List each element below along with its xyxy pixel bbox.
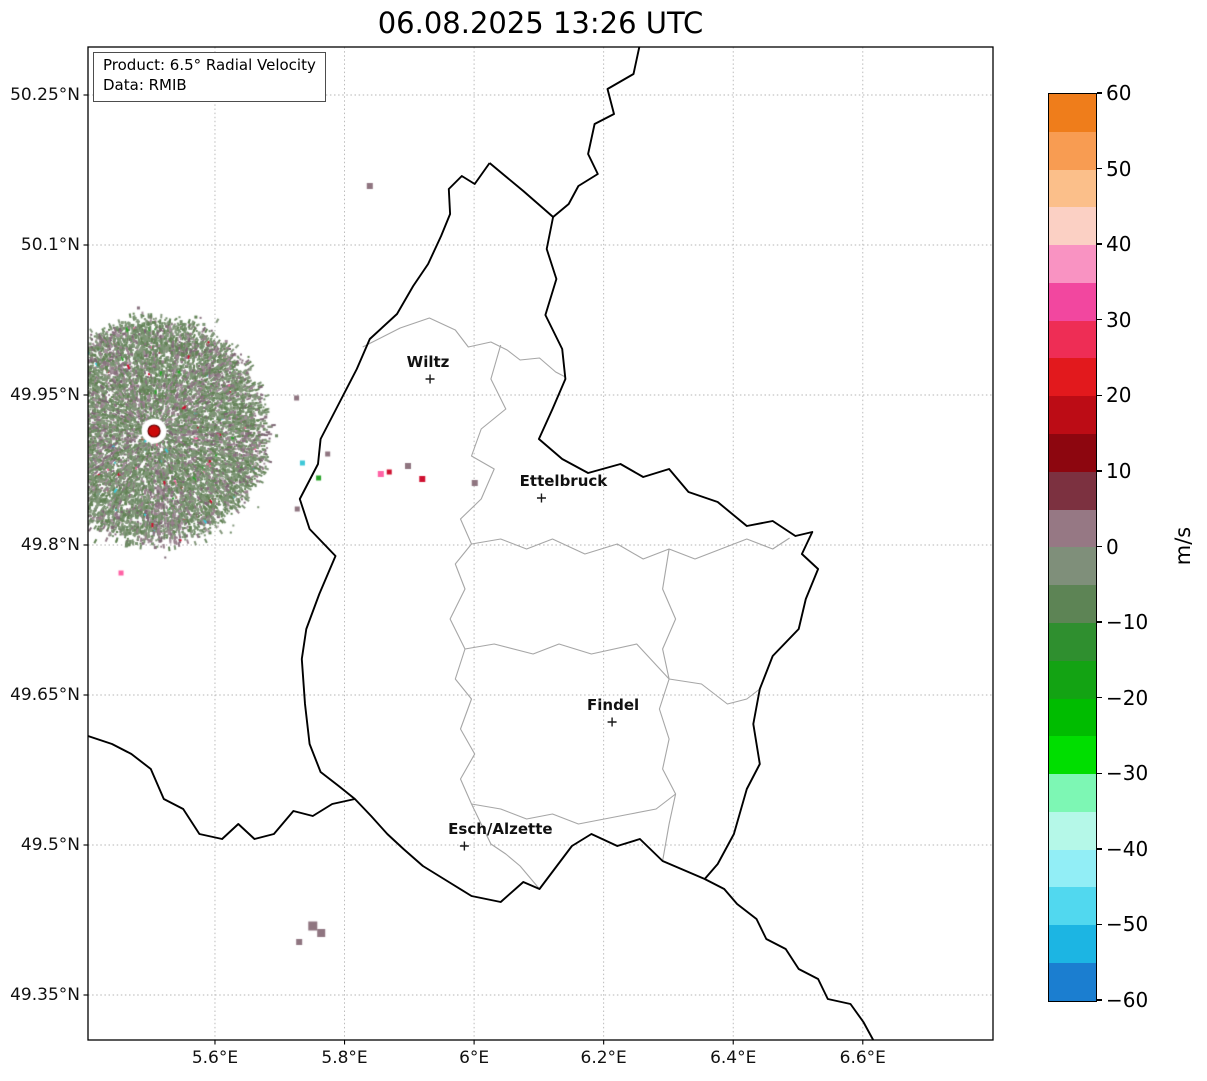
y-tick-label: 49.35°N <box>10 985 80 1005</box>
colorbar-segment <box>1049 245 1096 283</box>
colorbar-segment <box>1049 471 1096 510</box>
y-tick-label: 49.8°N <box>20 535 80 555</box>
colorbar-tick-label: −50 <box>1106 912 1149 937</box>
y-tick-label: 49.65°N <box>10 685 80 705</box>
colorbar-segment <box>1049 396 1096 435</box>
x-tick-label: 6.6°E <box>839 1048 886 1068</box>
x-tick-label: 5.8°E <box>321 1048 368 1068</box>
plot-frame <box>87 46 994 1041</box>
colorbar-tick-label: 30 <box>1106 307 1132 332</box>
colorbar-tick-label: −30 <box>1106 761 1149 786</box>
colorbar-segment <box>1049 94 1096 132</box>
city-label: Esch/Alzette <box>448 820 553 838</box>
data-source-line: Data: RMIB <box>103 75 187 94</box>
y-tick-label: 49.95°N <box>10 385 80 405</box>
colorbar-segment <box>1049 660 1096 699</box>
colorbar-segment <box>1049 585 1096 623</box>
city-marker <box>607 717 617 727</box>
colorbar-segment <box>1049 169 1096 208</box>
district-border <box>471 537 790 560</box>
colorbar-tick-label: 60 <box>1106 81 1132 105</box>
colorbar-tick-mark <box>1097 621 1102 623</box>
colorbar-segment <box>1049 434 1096 472</box>
colorbar-segment <box>1049 887 1096 926</box>
colorbar-tick-label: −10 <box>1106 610 1149 635</box>
colorbar-tick-mark <box>1097 470 1102 472</box>
national-border <box>88 735 356 840</box>
colorbar-segment <box>1049 962 1096 1001</box>
colorbar-segment <box>1049 622 1096 661</box>
city-marker <box>459 841 469 851</box>
city-label: Wiltz <box>406 353 450 371</box>
colorbar-segment <box>1049 358 1096 397</box>
colorbar-segment <box>1049 849 1096 888</box>
colorbar-tick-mark <box>1097 923 1102 926</box>
figure-title: 06.08.2025 13:26 UTC <box>377 6 704 40</box>
district-border <box>464 643 761 705</box>
national-border <box>298 162 820 903</box>
colorbar-tick-label: 10 <box>1106 458 1132 483</box>
colorbar-segment <box>1049 207 1096 246</box>
y-tick-label: 50.25°N <box>10 85 80 105</box>
colorbar-segment <box>1049 547 1096 586</box>
colorbar-segment <box>1049 131 1096 170</box>
colorbar-unit-label: m/s <box>1171 526 1195 566</box>
colorbar-tick-mark <box>1097 167 1102 170</box>
district-border <box>449 344 540 890</box>
x-tick-label: 6.2°E <box>580 1048 627 1068</box>
colorbar-tick-mark <box>1097 545 1102 548</box>
national-border <box>704 878 875 1040</box>
district-border <box>471 793 676 825</box>
colorbar-tick-label: −40 <box>1106 836 1149 861</box>
product-line: Product: 6.5° Radial Velocity <box>103 56 316 74</box>
colorbar-tick-label: 20 <box>1106 383 1132 408</box>
x-tick-label: 5.6°E <box>191 1048 239 1068</box>
city-label: Findel <box>587 696 640 714</box>
colorbar-tick-label: 50 <box>1106 156 1132 181</box>
city-label: Ettelbruck <box>519 472 608 490</box>
district-border <box>362 317 566 378</box>
colorbar-segment <box>1049 698 1096 737</box>
colorbar-tick-label: −20 <box>1106 685 1149 710</box>
colorbar-tick-label: 40 <box>1106 232 1132 257</box>
colorbar-tick-mark <box>1097 243 1102 245</box>
colorbar-segment <box>1049 736 1096 775</box>
city-marker <box>536 493 546 503</box>
x-tick-label: 6°E <box>459 1048 490 1068</box>
colorbar-tick-mark <box>1097 772 1102 774</box>
national-border <box>552 47 641 218</box>
district-border <box>658 548 677 862</box>
y-tick-label: 49.5°N <box>20 835 80 855</box>
colorbar-tick-mark <box>1097 394 1102 397</box>
colorbar-segment <box>1049 811 1096 850</box>
colorbar-tick-mark <box>1097 696 1102 699</box>
city-marker <box>425 374 435 384</box>
colorbar <box>1048 93 1097 1002</box>
y-tick-label: 50.1°N <box>20 235 80 255</box>
colorbar-segment <box>1049 509 1096 548</box>
colorbar-segment <box>1049 774 1096 812</box>
colorbar-tick-label: −60 <box>1106 988 1149 1012</box>
product-info-box: Product: 6.5° Radial Velocity Data: RMIB <box>93 52 326 102</box>
colorbar-tick-mark <box>1097 848 1102 850</box>
colorbar-tick-mark <box>1097 999 1102 1001</box>
x-tick-label: 6.4°E <box>710 1048 757 1068</box>
colorbar-tick-mark <box>1097 92 1102 94</box>
colorbar-segment <box>1049 282 1096 321</box>
colorbar-segment <box>1049 320 1096 359</box>
colorbar-segment <box>1049 925 1096 963</box>
colorbar-tick-label: 0 <box>1106 534 1119 559</box>
colorbar-tick-mark <box>1097 319 1102 321</box>
